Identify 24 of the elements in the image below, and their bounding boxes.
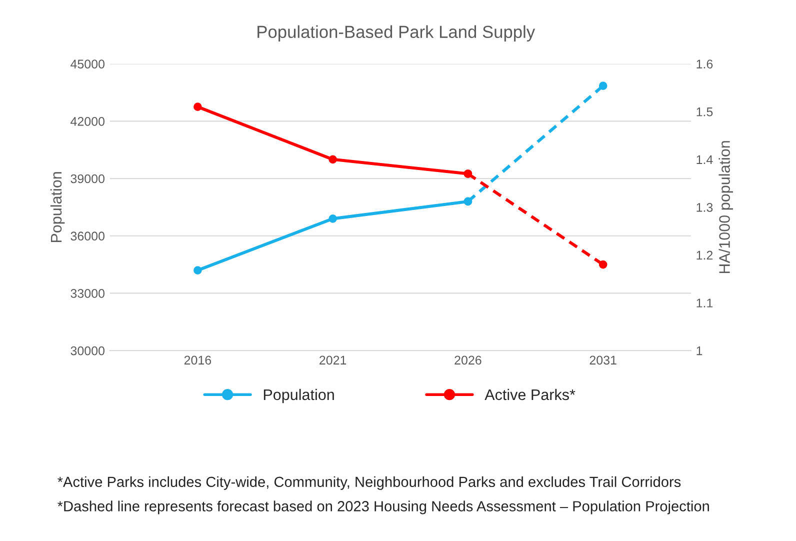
y-tick-label: 39000: [70, 174, 104, 184]
y2-tick-label: 1.3: [696, 203, 713, 212]
y-tick-label: 36000: [70, 232, 104, 241]
y2-tick-label: 1.5: [696, 108, 713, 116]
legend-label: Active Parks*: [484, 388, 576, 400]
x-tick-label: 2021: [320, 356, 346, 365]
y2-tick-label: 1.4: [696, 155, 713, 164]
x-tick-label: 2026: [454, 356, 482, 365]
y-tick-label: 33000: [70, 289, 104, 298]
y-tick-label: 42000: [70, 116, 104, 126]
y-axis-title: Population: [50, 172, 65, 242]
y2-tick-label: 1: [696, 346, 702, 356]
legend-label: Population: [264, 388, 334, 404]
x-tick-label: 2016: [184, 356, 212, 365]
y-tick-label: 30000: [70, 346, 104, 356]
y2-axis-title: HA/1000 population: [718, 141, 733, 274]
y2-tick-label: 1.1: [696, 298, 713, 308]
y2-tick-label: 1.2: [696, 250, 713, 260]
y-tick-label: 45000: [70, 60, 104, 68]
chart-title: Population-Based Park Land Supply: [258, 25, 536, 42]
text: *Active Parks includes City-wide, Community, Neighbourhood Parks and excludes Trail Corridors: [58, 476, 681, 490]
x-tick-label: 2031: [590, 356, 616, 365]
y2-tick-label: 1.6: [696, 60, 713, 68]
text: *Dashed line represents forecast based on 2023 Housing Needs Assessment – Population Projection: [58, 500, 709, 514]
